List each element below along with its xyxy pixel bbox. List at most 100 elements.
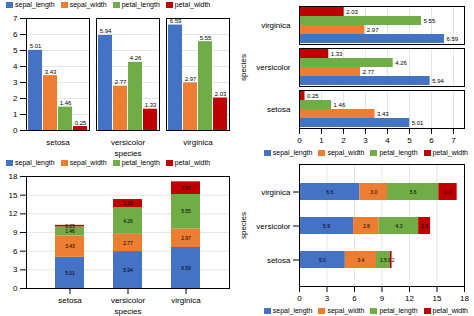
svg-text:5.55: 5.55	[200, 35, 212, 41]
svg-text:0: 0	[297, 294, 302, 303]
svg-text:5: 5	[13, 46, 18, 55]
svg-text:15: 15	[433, 294, 442, 303]
svg-text:6.59: 6.59	[446, 36, 458, 42]
svg-text:9: 9	[380, 294, 385, 303]
svg-text:4.26: 4.26	[130, 55, 142, 61]
svg-text:5.94: 5.94	[100, 28, 112, 34]
svg-text:1.33: 1.33	[331, 51, 343, 57]
svg-text:species: species	[114, 149, 141, 158]
svg-text:2.77: 2.77	[123, 240, 133, 246]
svg-text:5.55: 5.55	[424, 18, 436, 24]
svg-text:0.25: 0.25	[65, 223, 75, 229]
svg-text:6.6: 6.6	[326, 189, 333, 195]
svg-text:setosa: setosa	[58, 296, 82, 305]
svg-text:3: 3	[363, 136, 368, 145]
svg-text:2.97: 2.97	[367, 27, 379, 33]
svg-text:5.01: 5.01	[65, 270, 75, 276]
svg-text:2: 2	[341, 136, 346, 145]
svg-text:3.4: 3.4	[357, 257, 364, 263]
svg-text:1: 1	[319, 136, 324, 145]
svg-text:7: 7	[13, 14, 18, 23]
svg-text:versicolor: versicolor	[111, 138, 146, 147]
svg-text:2.77: 2.77	[362, 69, 374, 75]
svg-text:6: 6	[429, 136, 434, 145]
svg-text:species: species	[239, 212, 248, 239]
svg-text:2.77: 2.77	[115, 79, 127, 85]
svg-text:species: species	[114, 307, 141, 316]
html-text:sepal_length: sepal_length	[272, 149, 313, 156]
svg-text:virginica: virginica	[183, 138, 213, 147]
svg-text:0.25: 0.25	[75, 120, 87, 126]
svg-text:virginica: virginica	[261, 188, 291, 197]
svg-text:7: 7	[451, 136, 456, 145]
svg-text:4.26: 4.26	[395, 60, 407, 66]
svg-text:setosa: setosa	[267, 256, 291, 265]
svg-text:1: 1	[13, 110, 18, 119]
svg-text:2.03: 2.03	[346, 9, 358, 15]
svg-text:versicolor: versicolor	[256, 222, 291, 231]
svg-text:18: 18	[9, 172, 18, 181]
svg-text:3.0: 3.0	[370, 189, 377, 195]
svg-text:versicolor: versicolor	[111, 296, 146, 305]
svg-text:3: 3	[325, 294, 330, 303]
html-text:petal_width: petal_width	[174, 1, 211, 8]
svg-text:4: 4	[13, 62, 18, 71]
svg-text:3: 3	[13, 265, 18, 274]
svg-text:3.43: 3.43	[45, 69, 57, 75]
svg-text:0.2: 0.2	[388, 257, 395, 263]
svg-text:0.25: 0.25	[307, 93, 319, 99]
svg-text:5.55: 5.55	[181, 208, 191, 214]
svg-text:species: species	[239, 54, 248, 81]
svg-text:6: 6	[13, 247, 18, 256]
svg-text:versicolor: versicolor	[256, 63, 291, 72]
svg-text:1.33: 1.33	[123, 200, 133, 206]
svg-text:2.03: 2.03	[215, 91, 227, 97]
svg-text:2.8: 2.8	[363, 223, 370, 229]
svg-text:1.46: 1.46	[65, 228, 75, 234]
svg-text:15: 15	[9, 191, 18, 200]
html-text:petal_length: petal_length	[121, 1, 160, 8]
svg-text:5.01: 5.01	[30, 43, 42, 49]
svg-text:0: 0	[297, 136, 302, 145]
html-text:sepal_width: sepal_width	[327, 149, 365, 156]
html-text:sepal_width: sepal_width	[69, 1, 107, 8]
html-text:sepal_length: sepal_length	[15, 1, 55, 8]
svg-text:virginica: virginica	[261, 21, 291, 30]
svg-text:2.0: 2.0	[445, 189, 452, 195]
svg-text:setosa: setosa	[46, 138, 70, 147]
svg-text:4.26: 4.26	[123, 218, 133, 224]
svg-text:9: 9	[13, 228, 18, 237]
svg-text:18: 18	[460, 294, 469, 303]
svg-text:5.01: 5.01	[412, 120, 424, 126]
svg-text:5.0: 5.0	[319, 257, 326, 263]
svg-text:virginica: virginica	[171, 296, 201, 305]
svg-text:3.43: 3.43	[377, 111, 389, 117]
svg-text:1.5: 1.5	[380, 257, 387, 263]
svg-text:setosa: setosa	[267, 105, 291, 114]
svg-text:3.43: 3.43	[65, 243, 75, 249]
svg-text:5: 5	[407, 136, 412, 145]
svg-text:12: 12	[9, 209, 18, 218]
svg-text:0: 0	[13, 284, 18, 293]
svg-text:6: 6	[13, 30, 18, 39]
svg-text:0: 0	[13, 126, 18, 135]
svg-text:6.59: 6.59	[181, 265, 191, 271]
svg-text:2: 2	[13, 94, 18, 103]
svg-text:5.94: 5.94	[123, 267, 133, 273]
svg-text:4.3: 4.3	[395, 223, 402, 229]
svg-text:6.59: 6.59	[169, 18, 182, 25]
svg-text:5.6: 5.6	[410, 189, 417, 195]
svg-text:3: 3	[13, 78, 18, 87]
svg-text:2.03: 2.03	[181, 185, 191, 191]
svg-text:12: 12	[405, 294, 414, 303]
svg-text:1.46: 1.46	[334, 102, 346, 108]
svg-text:5.94: 5.94	[432, 78, 444, 84]
svg-text:2.97: 2.97	[181, 235, 191, 241]
svg-text:2.97: 2.97	[185, 76, 197, 82]
svg-text:4: 4	[385, 136, 390, 145]
svg-text:6: 6	[352, 294, 357, 303]
svg-text:1.46: 1.46	[60, 100, 72, 106]
svg-text:5.9: 5.9	[323, 223, 330, 229]
svg-text:1.3: 1.3	[421, 223, 428, 229]
svg-text:1.33: 1.33	[145, 102, 157, 108]
